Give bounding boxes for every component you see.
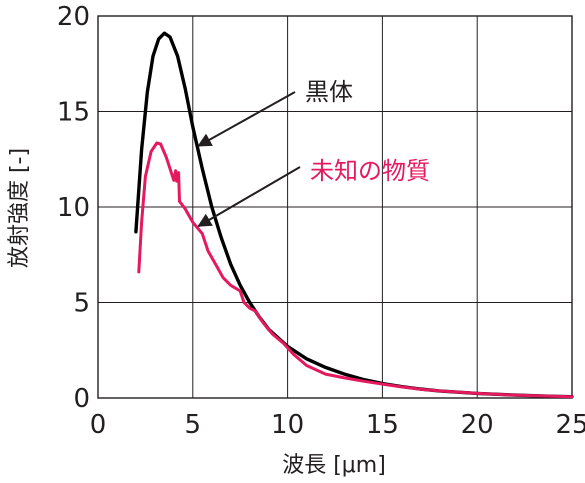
x-tick-label: 20 (461, 410, 494, 440)
x-tick-label: 25 (555, 410, 585, 440)
annotation-arrow (197, 91, 296, 147)
x-tick-label: 15 (366, 410, 399, 440)
x-axis-title: 波長 [μm] (282, 453, 386, 478)
y-tick-label: 10 (57, 193, 90, 223)
x-tick-label: 10 (271, 410, 304, 440)
x-tick-label: 0 (90, 410, 107, 440)
series-layer (134, 31, 574, 399)
x-tick-label: 5 (185, 410, 202, 440)
y-tick-label: 0 (73, 384, 90, 414)
x-tick-labels: 0 5 10 15 20 25 (90, 410, 585, 440)
y-tick-label: 20 (57, 2, 90, 32)
annotation-label: 黒体 (305, 78, 353, 106)
series-line-unknown-substance (137, 141, 574, 399)
series-line-blackbody (134, 31, 574, 399)
y-tick-label: 5 (73, 289, 90, 319)
grid-lines (98, 16, 572, 398)
annotation-label: 未知の物質 (310, 157, 430, 185)
annotation-arrow (197, 166, 301, 227)
y-tick-label: 15 (57, 98, 90, 128)
plot-frame (97, 15, 573, 399)
y-tick-labels: 0 5 10 15 20 (57, 2, 90, 414)
y-axis-title: 放射強度 [-] (7, 148, 32, 268)
